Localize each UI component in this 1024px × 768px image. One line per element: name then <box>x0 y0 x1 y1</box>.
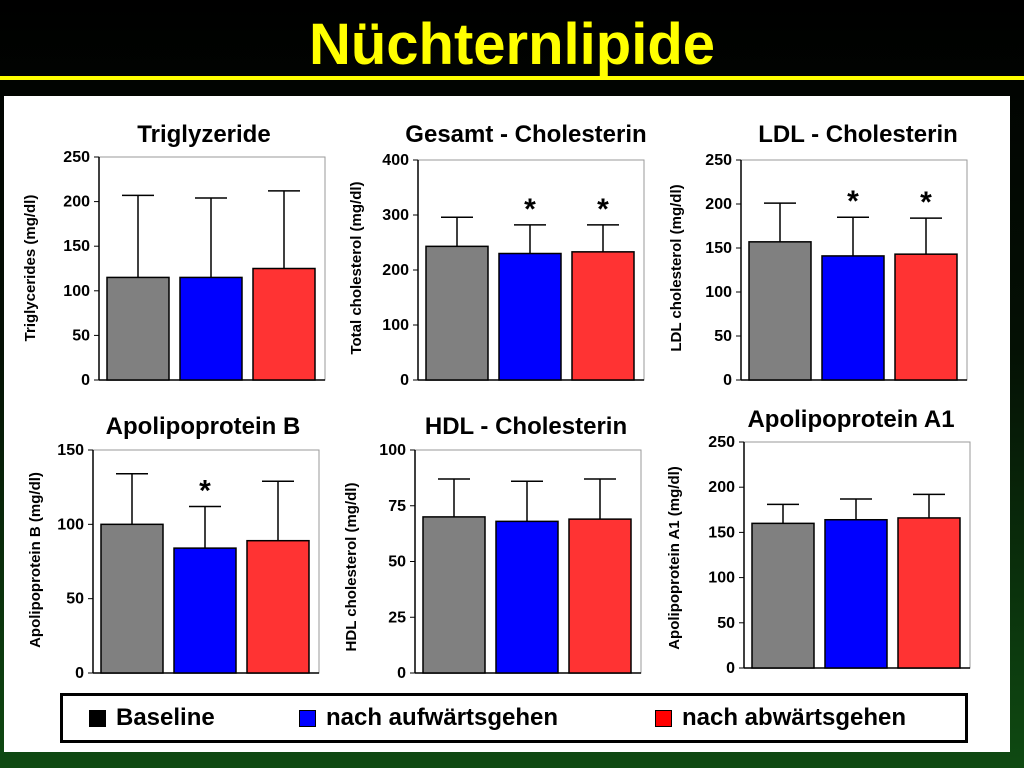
bar <box>821 255 885 381</box>
bar <box>751 522 815 669</box>
bar <box>897 517 961 669</box>
bar <box>824 518 888 669</box>
chart-title: LDL - Cholesterin <box>758 121 958 148</box>
y-tick-label: 0 <box>723 372 732 389</box>
significance-marker: * <box>199 474 211 507</box>
bar <box>495 520 559 674</box>
y-tick-label: 250 <box>705 152 732 169</box>
bar <box>100 523 164 674</box>
y-tick-label: 300 <box>382 207 409 224</box>
y-tick-label: 200 <box>63 194 90 211</box>
legend-label-uphill: nach aufwärtsgehen <box>326 704 559 731</box>
significance-marker: * <box>847 185 859 218</box>
bar <box>422 516 486 674</box>
y-tick-label: 100 <box>63 283 90 300</box>
y-axis-label: LDL cholesterol (mg/dl) <box>668 184 685 351</box>
bar <box>179 276 243 381</box>
y-tick-label: 75 <box>388 498 406 515</box>
y-tick-label: 50 <box>66 591 84 608</box>
bar <box>894 253 958 381</box>
y-tick-label: 100 <box>705 284 732 301</box>
legend: Baseline nach aufwärtsgehen nach abwärts… <box>60 693 968 743</box>
y-axis-label: HDL cholesterol (mg/dl) <box>343 483 360 652</box>
bar <box>498 252 562 381</box>
bar <box>252 267 316 381</box>
y-tick-label: 250 <box>63 149 90 166</box>
y-axis-label: Total cholesterol (mg/dl) <box>348 181 365 354</box>
y-tick-label: 250 <box>708 434 735 451</box>
chart-title: Gesamt - Cholesterin <box>405 121 646 148</box>
chart-title: Apolipoprotein A1 <box>747 406 954 433</box>
y-tick-label: 0 <box>397 665 406 682</box>
y-tick-label: 50 <box>717 615 735 632</box>
y-tick-label: 100 <box>708 570 735 587</box>
y-tick-label: 25 <box>388 609 406 626</box>
y-tick-label: 150 <box>708 524 735 541</box>
chart-title: HDL - Cholesterin <box>425 413 627 440</box>
slide-title: Nüchternlipide <box>308 12 716 77</box>
y-axis-label: Triglycerides (mg/dl) <box>22 195 39 342</box>
y-tick-label: 50 <box>388 554 406 571</box>
y-tick-label: 100 <box>57 516 84 533</box>
significance-marker: * <box>597 193 609 226</box>
legend-swatch-downhill <box>655 709 672 727</box>
bar <box>106 276 170 381</box>
significance-marker: * <box>920 186 932 219</box>
legend-label-downhill: nach abwärtsgehen <box>682 704 907 731</box>
y-axis-label: Apolipoprotein B (mg/dl) <box>27 472 44 648</box>
y-tick-label: 0 <box>81 372 90 389</box>
y-tick-label: 150 <box>705 240 732 257</box>
y-tick-label: 150 <box>63 238 90 255</box>
y-tick-label: 100 <box>379 442 406 459</box>
bar <box>748 241 812 381</box>
legend-swatch-baseline <box>89 709 106 727</box>
y-axis-label: Apolipoprotein A1 (mg/dl) <box>666 466 683 650</box>
legend-item-downhill: nach abwärtsgehen <box>655 696 906 740</box>
y-tick-label: 150 <box>57 442 84 459</box>
legend-label-baseline: Baseline <box>116 704 215 731</box>
legend-item-uphill: nach aufwärtsgehen <box>299 696 558 740</box>
y-tick-label: 200 <box>708 479 735 496</box>
y-tick-label: 100 <box>382 317 409 334</box>
y-tick-label: 0 <box>726 660 735 677</box>
title-underline <box>0 76 1024 80</box>
bar <box>246 539 310 674</box>
bar <box>568 518 632 674</box>
y-tick-label: 0 <box>75 665 84 682</box>
legend-swatch-uphill <box>299 709 316 727</box>
y-tick-label: 50 <box>714 328 732 345</box>
y-tick-label: 200 <box>382 262 409 279</box>
chart-title: Apolipoprotein B <box>106 413 301 440</box>
y-tick-label: 0 <box>400 372 409 389</box>
bar <box>571 251 635 381</box>
legend-item-baseline: Baseline <box>89 696 215 740</box>
bar <box>173 547 237 674</box>
y-tick-label: 200 <box>705 196 732 213</box>
bar <box>425 245 489 381</box>
y-tick-label: 50 <box>72 327 90 344</box>
chart-title: Triglyzeride <box>137 121 270 148</box>
significance-marker: * <box>524 193 536 226</box>
y-tick-label: 400 <box>382 152 409 169</box>
